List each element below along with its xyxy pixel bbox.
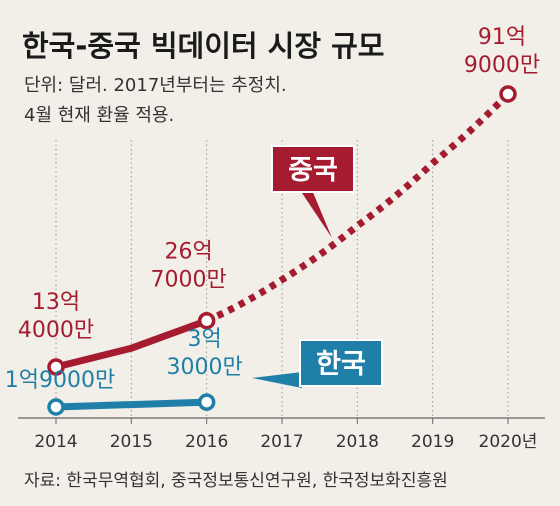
series-china-projection-line xyxy=(205,91,511,324)
x-tick-label-0: 2014 xyxy=(34,432,77,452)
series-korea-line xyxy=(55,398,207,411)
x-tick-label-1: 2015 xyxy=(110,432,153,452)
series-korea-point-2 xyxy=(197,393,216,411)
legend-callout-china-pointer xyxy=(300,190,332,238)
series-china-data-label-0-1: 4000만 xyxy=(18,318,94,343)
series-china-point-2 xyxy=(197,311,216,330)
series-china-data-label-2-0: 91억 xyxy=(478,25,526,50)
series-layer: 13억 4000만 26억 7000만 91억 9000만 1억9000만 3억 3000만 xyxy=(5,25,540,416)
chart-subtitle-line-2: 4월 현재 환율 적용. xyxy=(24,105,174,126)
series-china-solid-line xyxy=(55,317,208,371)
series-korea-point-0 xyxy=(47,398,65,416)
series-korea-data-label-0-0: 1억9000만 xyxy=(5,368,115,393)
legend-callout-korea-pointer xyxy=(252,372,302,388)
x-tick-label-2: 2016 xyxy=(185,432,228,452)
series-china-data-label-0-0: 13억 xyxy=(32,290,80,315)
series-korea-data-label-1-0: 3억 xyxy=(188,327,222,352)
legend-callout-china: 중국 xyxy=(271,145,355,238)
x-tick-label-4: 2018 xyxy=(336,432,379,452)
chart-source: 자료: 한국무역협회, 중국정보통신연구원, 한국정보화진흥원 xyxy=(24,471,448,491)
chart-subtitle-line-1: 단위: 달러. 2017년부터는 추정치. xyxy=(24,75,287,96)
series-china-point-0 xyxy=(47,358,65,376)
series-china-point-6 xyxy=(499,85,517,103)
legend-callout-china-label: 중국 xyxy=(288,155,338,186)
series-korea-data-label-1-1: 3000만 xyxy=(167,355,243,380)
x-tick-label-6: 2020년 xyxy=(479,432,538,452)
legend-callout-china-box xyxy=(271,145,355,193)
x-tick-label-3: 2017 xyxy=(260,432,303,452)
series-china-data-label-2-1: 9000만 xyxy=(464,53,540,78)
legend-callout-korea: 한국 xyxy=(252,339,383,388)
chart-title: 한국-중국 빅데이터 시장 규모 xyxy=(22,29,385,63)
x-tick-label-5: 2019 xyxy=(411,432,454,452)
legend-callout-korea-label: 한국 xyxy=(316,349,366,380)
series-china-data-label-1-0: 26억 xyxy=(165,240,213,265)
x-tick-labels: 2014 2015 2016 2017 2018 2019 2020년 xyxy=(34,418,537,452)
series-china-data-label-1-1: 7000만 xyxy=(151,268,227,293)
legend-callout-korea-box xyxy=(299,339,383,387)
